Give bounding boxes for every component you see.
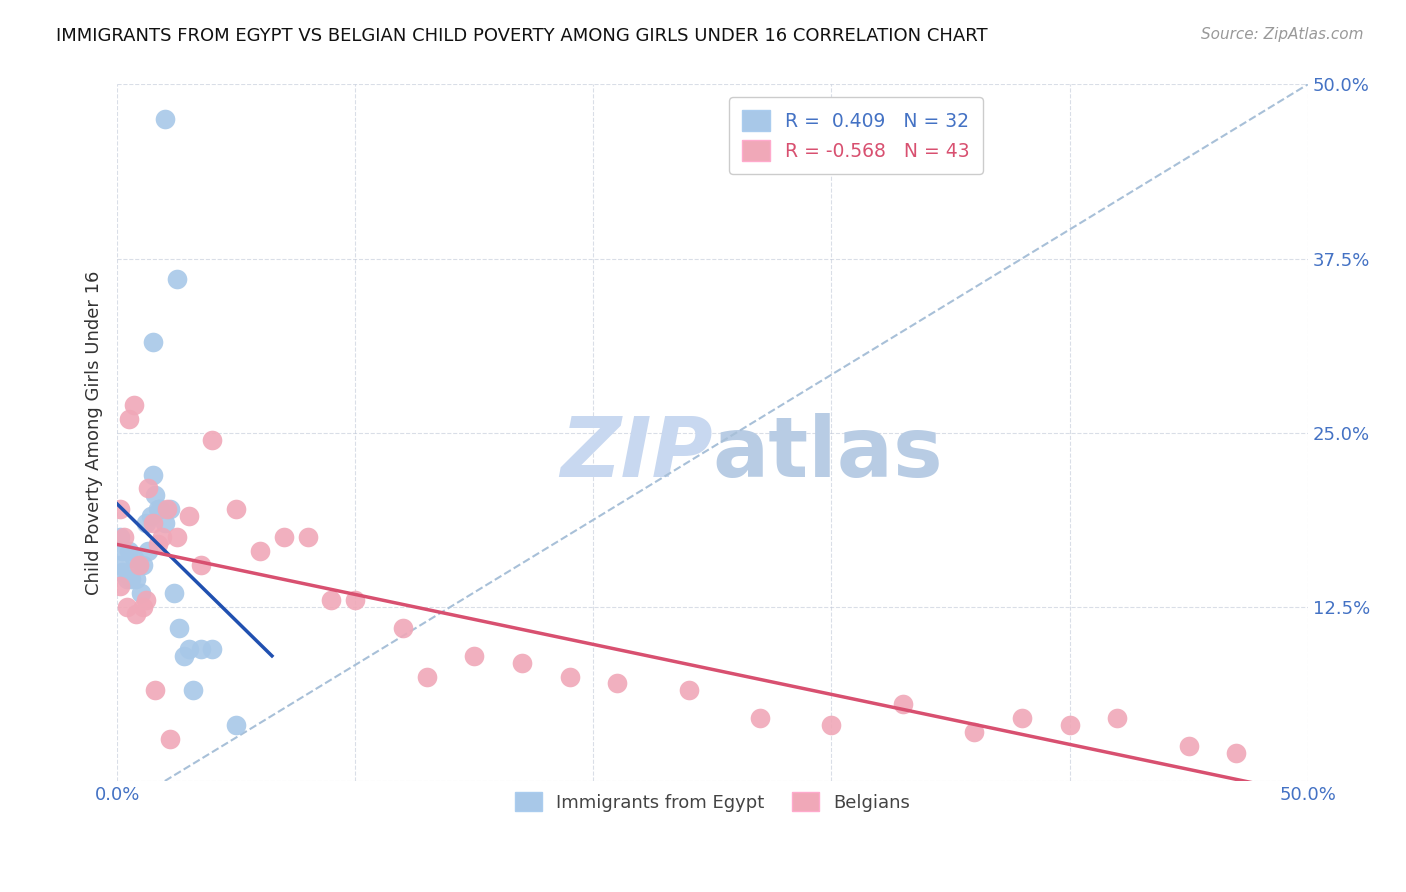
Point <box>190 558 212 572</box>
Point <box>108 558 131 572</box>
Point <box>201 433 224 447</box>
Point <box>128 558 150 572</box>
Point <box>146 502 169 516</box>
Point <box>122 398 145 412</box>
Point <box>297 530 319 544</box>
Point <box>142 467 165 482</box>
Point <box>159 502 181 516</box>
Point <box>125 572 148 586</box>
Point <box>1107 711 1129 725</box>
Point <box>153 112 176 127</box>
Point <box>108 530 131 544</box>
Point <box>463 648 485 663</box>
Point <box>392 621 415 635</box>
Point <box>190 641 212 656</box>
Point <box>122 551 145 566</box>
Point <box>159 732 181 747</box>
Point <box>108 502 131 516</box>
Text: atlas: atlas <box>713 413 943 494</box>
Point <box>273 530 295 544</box>
Point <box>136 482 159 496</box>
Point <box>510 656 533 670</box>
Point <box>153 516 176 531</box>
Point <box>820 718 842 732</box>
Point <box>136 544 159 558</box>
Point <box>249 544 271 558</box>
Point <box>1225 746 1247 760</box>
Point <box>678 683 700 698</box>
Point <box>112 530 135 544</box>
Point <box>146 537 169 551</box>
Point <box>167 621 190 635</box>
Point <box>183 683 205 698</box>
Point <box>118 411 141 425</box>
Point <box>891 698 914 712</box>
Point <box>321 593 343 607</box>
Point <box>143 683 166 698</box>
Y-axis label: Child Poverty Among Girls Under 16: Child Poverty Among Girls Under 16 <box>86 270 103 595</box>
Point <box>166 530 188 544</box>
Point <box>177 641 200 656</box>
Point <box>121 572 143 586</box>
Point <box>156 502 179 516</box>
Point <box>344 593 367 607</box>
Point <box>115 599 138 614</box>
Text: Source: ZipAtlas.com: Source: ZipAtlas.com <box>1201 27 1364 42</box>
Point <box>142 335 165 350</box>
Point <box>152 530 174 544</box>
Point <box>177 509 200 524</box>
Point <box>143 488 166 502</box>
Point <box>1177 739 1199 754</box>
Point <box>166 272 188 286</box>
Point <box>749 711 772 725</box>
Point <box>142 516 165 531</box>
Point <box>606 676 628 690</box>
Point <box>415 669 437 683</box>
Point <box>1011 711 1033 725</box>
Point <box>139 509 162 524</box>
Point <box>125 607 148 621</box>
Point <box>128 558 150 572</box>
Text: ZIP: ZIP <box>560 413 713 494</box>
Point <box>963 725 986 739</box>
Point <box>163 586 186 600</box>
Point <box>132 599 155 614</box>
Point <box>135 593 157 607</box>
Point <box>135 516 157 531</box>
Point <box>129 586 152 600</box>
Point <box>173 648 195 663</box>
Point <box>115 572 138 586</box>
Point <box>225 718 247 732</box>
Point <box>201 641 224 656</box>
Point <box>108 579 131 593</box>
Text: IMMIGRANTS FROM EGYPT VS BELGIAN CHILD POVERTY AMONG GIRLS UNDER 16 CORRELATION : IMMIGRANTS FROM EGYPT VS BELGIAN CHILD P… <box>56 27 988 45</box>
Point <box>149 502 172 516</box>
Point <box>111 544 134 558</box>
Legend: Immigrants from Egypt, Belgians: Immigrants from Egypt, Belgians <box>502 780 922 824</box>
Point <box>1059 718 1081 732</box>
Point <box>132 558 155 572</box>
Point <box>118 544 141 558</box>
Point <box>558 669 581 683</box>
Point <box>225 502 247 516</box>
Point <box>111 565 134 579</box>
